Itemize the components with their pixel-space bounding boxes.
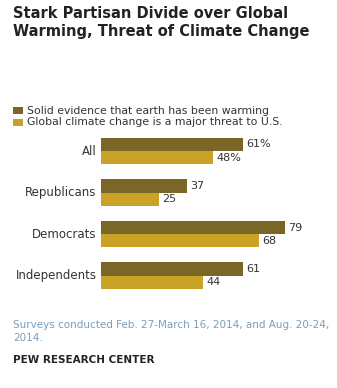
Text: 25: 25 bbox=[163, 194, 177, 204]
Text: PEW RESEARCH CENTER: PEW RESEARCH CENTER bbox=[13, 355, 155, 365]
Text: All: All bbox=[82, 145, 96, 158]
Bar bbox=[101, 234, 259, 248]
Text: 37: 37 bbox=[190, 181, 205, 191]
Text: 61: 61 bbox=[246, 264, 260, 274]
Text: Solid evidence that earth has been warming: Solid evidence that earth has been warmi… bbox=[27, 106, 269, 116]
Text: 79: 79 bbox=[288, 222, 302, 232]
Text: Stark Partisan Divide over Global
Warming, Threat of Climate Change: Stark Partisan Divide over Global Warmin… bbox=[13, 6, 310, 39]
Text: Global climate change is a major threat to U.S.: Global climate change is a major threat … bbox=[27, 117, 283, 127]
Text: 61%: 61% bbox=[246, 140, 271, 149]
Bar bbox=[101, 138, 243, 151]
Text: 44: 44 bbox=[207, 277, 221, 287]
Text: Independents: Independents bbox=[16, 269, 96, 282]
Bar bbox=[101, 151, 213, 165]
Bar bbox=[101, 262, 243, 275]
Text: Republicans: Republicans bbox=[25, 186, 96, 199]
Bar bbox=[101, 179, 187, 193]
Bar bbox=[101, 221, 284, 234]
Text: Surveys conducted Feb. 27-March 16, 2014, and Aug. 20-24,
2014.: Surveys conducted Feb. 27-March 16, 2014… bbox=[13, 320, 330, 343]
Text: Democrats: Democrats bbox=[32, 228, 96, 241]
Bar bbox=[101, 193, 159, 206]
Text: 48%: 48% bbox=[216, 153, 241, 163]
Bar bbox=[101, 275, 203, 289]
Text: 68: 68 bbox=[263, 236, 277, 246]
